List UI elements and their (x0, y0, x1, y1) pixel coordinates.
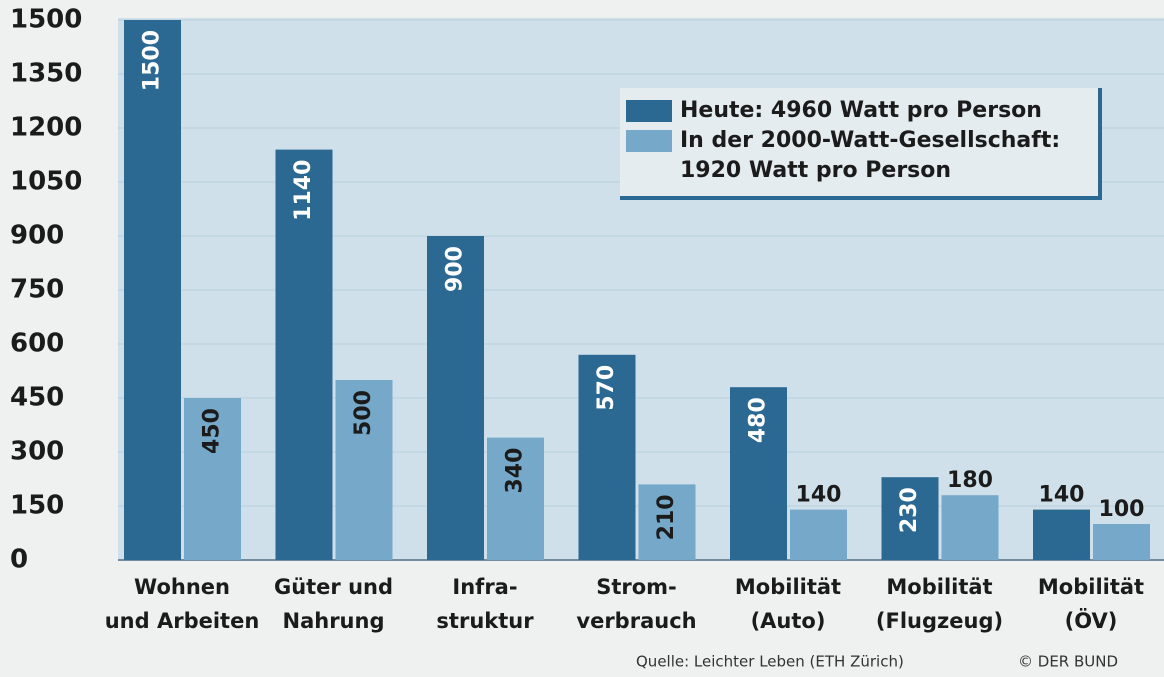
value-label: 900 (443, 246, 468, 292)
bar (335, 380, 393, 560)
y-tick-label: 750 (10, 275, 64, 305)
y-tick-label: 1350 (10, 59, 82, 89)
x-tick-label: Mobilität (1038, 575, 1144, 599)
bar (184, 398, 241, 560)
x-tick-label: und Arbeiten (105, 609, 260, 633)
value-label: 100 (1099, 497, 1145, 522)
bar (124, 20, 181, 560)
y-tick-label: 1500 (10, 5, 82, 35)
legend-label: Heute: 4960 Watt pro Person (680, 98, 1042, 123)
legend: Heute: 4960 Watt pro Person In der 2000-W… (620, 88, 1102, 200)
source: Quelle: Leichter Leben (ETH Zürich) (636, 653, 904, 671)
x-tick-label: struktur (436, 609, 534, 633)
legend-swatch (626, 100, 672, 122)
bar (790, 509, 847, 560)
value-label: 1140 (291, 160, 316, 221)
credit: © DER BUND (1018, 653, 1118, 671)
x-tick-label: (Flugzeug) (876, 609, 1003, 633)
bar (881, 477, 939, 560)
x-tick-label: Strom- (596, 575, 677, 599)
value-label: 570 (594, 365, 619, 411)
bar (1033, 509, 1090, 560)
y-tick-label: 600 (10, 329, 64, 359)
bar (730, 387, 787, 560)
x-tick-label: Infra- (452, 575, 517, 599)
y-tick-label: 150 (10, 491, 64, 521)
y-tick-label: 1200 (10, 113, 82, 143)
legend-item: In der 2000-Watt-Gesellschaft: 1920 Watt… (626, 126, 1092, 186)
value-label: 1500 (140, 30, 165, 91)
x-tick-label: Nahrung (283, 609, 385, 633)
x-tick-label: (ÖV) (1065, 608, 1118, 633)
legend-item: Heute: 4960 Watt pro Person (626, 96, 1092, 126)
bar (578, 354, 636, 560)
x-tick-label: Wohnen (134, 575, 230, 599)
y-tick-label: 450 (10, 383, 64, 413)
bar (275, 149, 333, 560)
bar (638, 484, 696, 560)
bar (487, 437, 544, 560)
value-label: 230 (897, 487, 922, 533)
value-label: 180 (947, 468, 993, 493)
x-tick-label: Güter und (274, 575, 393, 599)
value-label: 450 (200, 408, 225, 454)
value-label: 480 (746, 397, 771, 443)
value-label: 210 (654, 494, 679, 540)
bar (427, 236, 484, 560)
bar (1093, 524, 1150, 560)
legend-swatch (626, 130, 672, 152)
y-tick-label: 1050 (10, 167, 82, 197)
x-tick-label: (Auto) (751, 609, 826, 633)
value-label: 140 (796, 483, 842, 508)
value-label: 340 (503, 448, 528, 494)
x-tick-label: verbrauch (576, 609, 696, 633)
y-tick-label: 900 (10, 221, 64, 251)
legend-label: In der 2000-Watt-Gesellschaft: 1920 Watt… (680, 128, 1061, 183)
x-tick-label: Mobilität (886, 575, 992, 599)
x-tick-label: Mobilität (735, 575, 841, 599)
bar (941, 495, 999, 560)
y-tick-label: 0 (10, 545, 28, 575)
value-label: 500 (351, 390, 376, 436)
value-label: 140 (1039, 483, 1085, 508)
y-tick-label: 300 (10, 437, 64, 467)
